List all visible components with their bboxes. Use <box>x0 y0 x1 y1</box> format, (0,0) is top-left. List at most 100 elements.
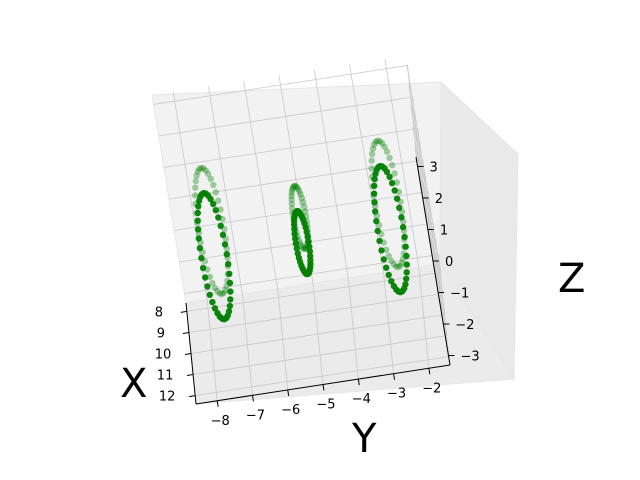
data-point <box>198 164 205 172</box>
data-point <box>292 182 299 190</box>
x-tick-label: 10 <box>155 348 172 363</box>
grid-line-z <box>422 159 434 262</box>
data-point <box>396 204 403 211</box>
data-point <box>385 252 392 260</box>
data-point <box>299 244 306 251</box>
y-tick <box>216 400 219 407</box>
data-point <box>291 182 298 190</box>
data-point <box>302 208 309 215</box>
x-tick <box>182 331 189 334</box>
data-point <box>307 252 314 260</box>
data-point <box>297 191 304 198</box>
x-tick-label: 8 <box>155 305 163 320</box>
data-point <box>371 182 378 190</box>
z-tick-label: 3 <box>430 160 438 175</box>
data-point <box>369 145 377 152</box>
data-point <box>204 283 211 290</box>
data-point <box>386 173 393 181</box>
data-point <box>217 206 224 213</box>
data-point <box>289 186 296 193</box>
data-point <box>296 188 303 195</box>
data-point <box>222 287 229 294</box>
data-point <box>211 305 219 312</box>
data-point <box>195 235 202 242</box>
data-point <box>225 260 232 268</box>
data-point <box>383 148 391 155</box>
data-point <box>227 288 234 295</box>
data-point <box>192 192 199 199</box>
data-point <box>373 217 380 225</box>
data-point <box>389 162 396 169</box>
x-tick <box>187 374 194 377</box>
y-tick <box>428 368 431 375</box>
data-point <box>376 138 383 145</box>
data-point <box>301 203 308 210</box>
data-point <box>214 288 221 295</box>
y-tick-label: −6 <box>281 403 300 418</box>
data-point <box>202 274 209 281</box>
data-point <box>225 308 233 315</box>
data-point <box>288 200 295 208</box>
data-point <box>300 245 307 252</box>
data-point <box>298 194 306 202</box>
data-point <box>306 243 313 250</box>
grid-line-z <box>163 128 418 168</box>
data-point <box>288 196 295 203</box>
x-axis-label: X <box>120 361 147 407</box>
data-point <box>211 284 219 292</box>
data-point <box>395 263 402 271</box>
data-point <box>368 157 375 164</box>
data-point <box>194 226 202 233</box>
grid-line-z <box>158 96 413 137</box>
data-point <box>194 217 201 224</box>
data-point <box>368 150 376 158</box>
data-point <box>210 181 217 189</box>
axis-lines <box>180 156 455 407</box>
data-point <box>386 154 393 162</box>
grid-line-z <box>427 191 439 293</box>
y-tick <box>357 379 360 386</box>
y-tick-label: −5 <box>316 398 335 413</box>
data-point <box>219 231 227 238</box>
data-point <box>291 226 298 233</box>
data-point <box>209 298 216 306</box>
data-point <box>226 270 233 277</box>
data-point <box>227 296 234 303</box>
data-point <box>294 185 302 193</box>
data-point <box>376 237 383 245</box>
data-point <box>381 143 388 150</box>
data-point <box>292 235 299 242</box>
data-point <box>215 214 222 221</box>
data-point <box>390 261 397 268</box>
data-point <box>292 240 300 247</box>
data-point <box>195 197 203 205</box>
data-point <box>372 138 379 146</box>
data-point <box>398 214 405 221</box>
data-point <box>223 251 230 258</box>
data-point <box>399 223 407 231</box>
data-point <box>206 273 214 281</box>
data-point <box>199 264 207 272</box>
data-point <box>192 177 199 185</box>
data-point <box>388 179 396 187</box>
data-point <box>215 197 222 204</box>
x-tick-label: 12 <box>159 390 176 405</box>
z-tick-label: 1 <box>440 223 448 238</box>
data-point <box>226 279 234 287</box>
data-point <box>392 263 400 270</box>
x-tick-label: 11 <box>157 369 174 384</box>
z-tick-label: −2 <box>455 318 474 333</box>
grid-line-z <box>432 222 444 325</box>
data-point <box>192 184 199 191</box>
y-tick <box>251 395 254 402</box>
data-point <box>202 167 209 174</box>
data-point <box>305 238 312 245</box>
data-point <box>371 199 378 206</box>
data-point <box>207 175 214 182</box>
grid-line-z <box>438 254 449 356</box>
y-tick <box>287 389 290 396</box>
data-point <box>388 257 395 265</box>
data-point <box>212 189 219 196</box>
y-tick-label: −7 <box>246 408 265 423</box>
